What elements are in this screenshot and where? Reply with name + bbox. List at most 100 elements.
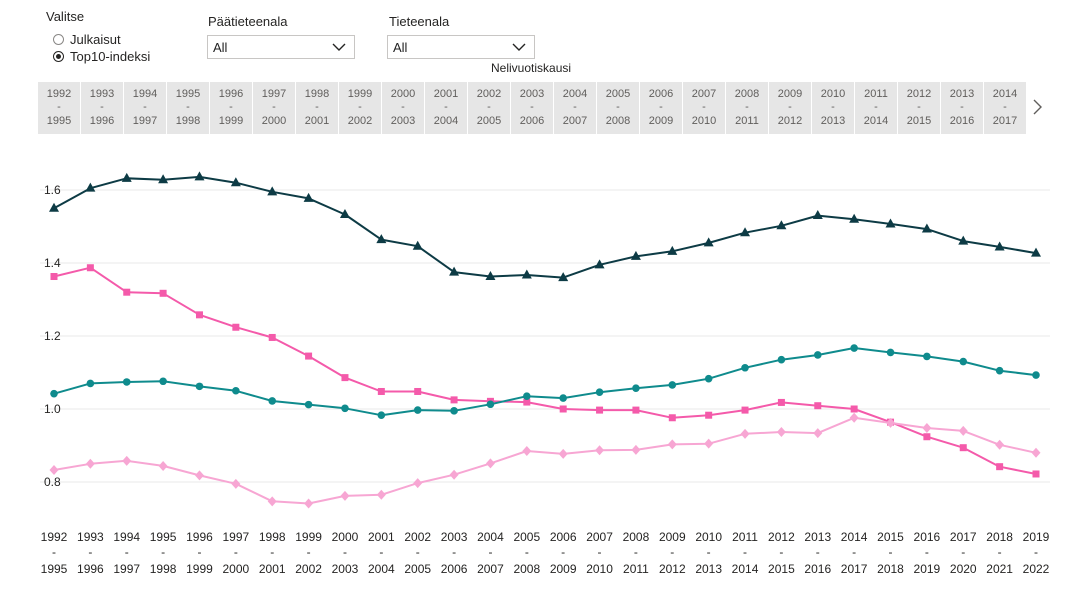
period-tile[interactable]: 1996-1999: [210, 82, 252, 134]
period-tile[interactable]: 1997-2000: [253, 82, 295, 134]
slicer-next-button[interactable]: [1031, 98, 1043, 121]
x-tick-label-sep: -: [816, 545, 820, 559]
radio-top10-indeksi[interactable]: Top10-indeksi: [53, 48, 150, 65]
data-point-diamond: [558, 448, 568, 459]
data-point-circle: [704, 374, 713, 383]
data-point-diamond: [376, 489, 386, 500]
data-point-diamond: [995, 439, 1005, 450]
period-tile[interactable]: 2008-2011: [726, 82, 768, 134]
period-tile-start: 2006: [648, 87, 674, 100]
x-tick-label-start: 2014: [841, 530, 868, 544]
period-tile[interactable]: 2004-2007: [554, 82, 596, 134]
period-tile-end: 2002: [347, 114, 373, 127]
data-point-square: [268, 333, 276, 341]
x-tick-label-start: 2000: [332, 530, 359, 544]
x-tick-label-start: 1998: [259, 530, 286, 544]
period-tile[interactable]: 2002-2005: [468, 82, 510, 134]
data-point-square: [596, 406, 604, 414]
data-point-triangle: [194, 171, 205, 181]
data-point-square: [923, 433, 931, 441]
period-tile[interactable]: 2005-2008: [597, 82, 639, 134]
period-tile-sep: -: [659, 101, 663, 114]
period-tile-sep: -: [745, 101, 749, 114]
period-tile[interactable]: 1999-2002: [339, 82, 381, 134]
period-tile[interactable]: 2007-2010: [683, 82, 725, 134]
radio-julkaisut[interactable]: Julkaisut: [53, 31, 150, 48]
data-point-diamond: [522, 445, 532, 456]
period-tile[interactable]: 2009-2012: [769, 82, 811, 134]
period-tile[interactable]: 1994-1997: [124, 82, 166, 134]
period-tile-end: 1995: [46, 114, 72, 127]
data-point-diamond: [776, 426, 786, 437]
period-tile[interactable]: 1992-1995: [38, 82, 80, 134]
period-tile[interactable]: 2011-2014: [855, 82, 897, 134]
data-point-triangle: [121, 172, 132, 182]
data-point-triangle: [667, 245, 678, 255]
data-point-circle: [923, 352, 931, 361]
data-point-circle: [268, 397, 277, 405]
x-tick-label-end: 2004: [368, 562, 395, 576]
x-tick-label-sep: -: [561, 545, 565, 559]
data-point-triangle: [303, 192, 314, 202]
chevron-right-icon: [1033, 99, 1042, 115]
data-point-triangle: [885, 218, 896, 228]
radio-top10-label: Top10-indeksi: [70, 49, 151, 64]
period-tile-end: 2015: [906, 114, 932, 127]
data-point-square: [305, 352, 313, 360]
period-tile-sep: -: [186, 101, 190, 114]
x-tick-label-sep: -: [998, 545, 1002, 559]
period-tile-sep: -: [315, 101, 319, 114]
period-tile-start: 1995: [175, 87, 201, 100]
x-tick-label-start: 1996: [186, 530, 213, 544]
period-tile[interactable]: 1993-1996: [81, 82, 123, 134]
period-tile[interactable]: 2003-2006: [511, 82, 553, 134]
period-tile[interactable]: 2001-2004: [425, 82, 467, 134]
period-tile-end: 2009: [648, 114, 674, 127]
x-tick-label-sep: -: [488, 545, 492, 559]
valitse-radio-group: Julkaisut Top10-indeksi: [53, 31, 150, 65]
data-point-triangle: [49, 202, 59, 212]
x-tick-label-sep: -: [852, 545, 856, 559]
period-tile-end: 2012: [777, 114, 803, 127]
period-tile[interactable]: 1995-1998: [167, 82, 209, 134]
period-tile[interactable]: 2000-2003: [382, 82, 424, 134]
data-point-diamond: [886, 417, 896, 428]
data-point-triangle: [558, 272, 569, 282]
data-point-diamond: [158, 460, 168, 471]
x-tick-label-end: 1996: [77, 562, 104, 576]
chevron-down-icon: [332, 43, 346, 51]
period-tile[interactable]: 2014-2017: [984, 82, 1026, 134]
data-point-triangle: [521, 269, 532, 279]
period-tile-end: 2000: [261, 114, 287, 127]
period-tile-sep: -: [272, 101, 276, 114]
period-tile-end: 2001: [304, 114, 330, 127]
data-point-square: [377, 387, 385, 395]
data-point-square: [850, 405, 858, 413]
x-tick-label-end: 2021: [986, 562, 1013, 576]
data-point-circle: [886, 348, 895, 357]
period-tile-end: 1997: [132, 114, 158, 127]
period-tile-sep: -: [616, 101, 620, 114]
data-point-square: [450, 396, 458, 404]
x-tick-label-end: 2001: [259, 562, 286, 576]
period-tile[interactable]: 2013-2016: [941, 82, 983, 134]
x-tick-label-end: 1995: [41, 562, 68, 576]
x-tick-label-sep: -: [197, 545, 201, 559]
period-tile[interactable]: 1998-2001: [296, 82, 338, 134]
x-tick-label-end: 2018: [877, 562, 904, 576]
x-tick-label-start: 2006: [550, 530, 577, 544]
x-tick-label-start: 2007: [586, 530, 613, 544]
data-point-diamond: [740, 428, 750, 439]
data-point-triangle: [812, 210, 823, 220]
x-tick-label-end: 2013: [695, 562, 722, 576]
x-tick-label-sep: -: [307, 545, 311, 559]
x-tick-label-sep: -: [707, 545, 711, 559]
paatieteenala-dropdown[interactable]: All: [207, 35, 355, 59]
data-point-triangle: [485, 271, 496, 281]
period-tile[interactable]: 2012-2015: [898, 82, 940, 134]
period-tile[interactable]: 2006-2009: [640, 82, 682, 134]
tieteenala-dropdown[interactable]: All: [387, 35, 535, 59]
x-tick-label-sep: -: [889, 545, 893, 559]
period-tile[interactable]: 2010-2013: [812, 82, 854, 134]
data-point-circle: [341, 404, 349, 413]
